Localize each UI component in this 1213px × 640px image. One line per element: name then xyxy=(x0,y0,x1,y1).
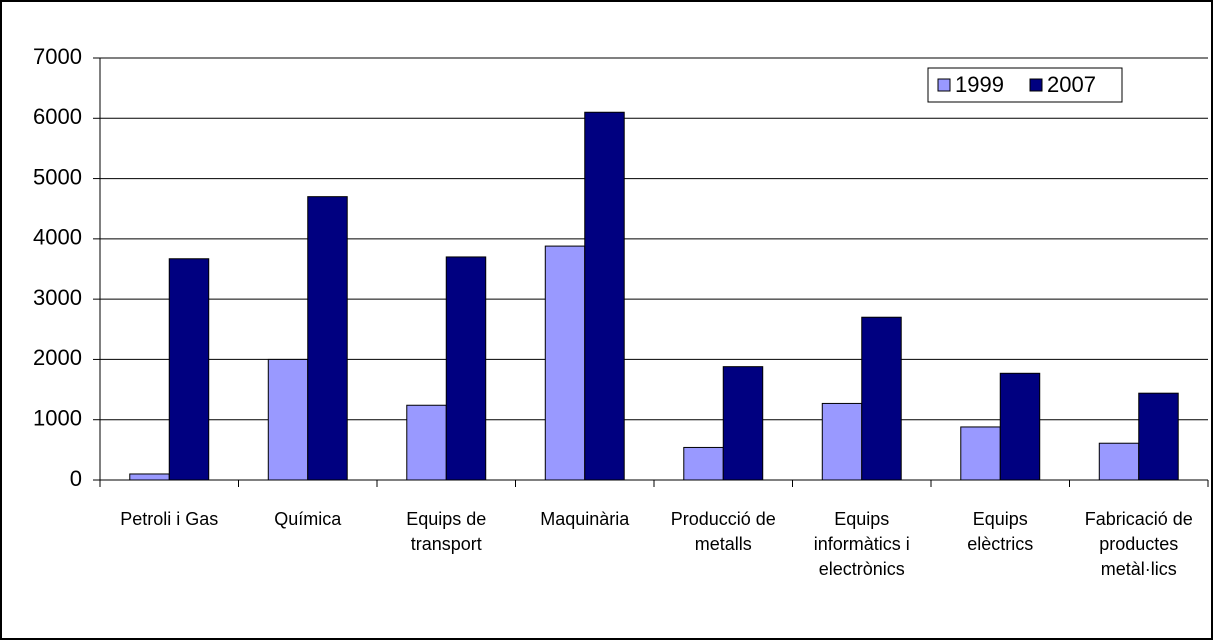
bar xyxy=(1098,442,1140,481)
y-tick-label: 7000 xyxy=(33,44,82,69)
y-tick-label: 3000 xyxy=(33,285,82,310)
legend-label: 1999 xyxy=(955,72,1004,97)
x-tick-label: Equips de transport xyxy=(406,509,487,554)
legend-box xyxy=(927,67,1123,103)
x-tick-label: Equips elèctrics xyxy=(967,509,1034,554)
bar xyxy=(267,358,309,481)
bar xyxy=(861,316,902,481)
bar xyxy=(406,404,447,481)
y-tick-label: 2000 xyxy=(33,345,82,370)
bar xyxy=(307,196,348,481)
y-tick-label: 5000 xyxy=(33,164,82,189)
bar xyxy=(999,372,1041,481)
bar xyxy=(821,402,863,481)
bar xyxy=(445,256,487,481)
y-tick-label: 1000 xyxy=(33,406,82,431)
legend-label: 2007 xyxy=(1047,72,1096,97)
x-tick-label: Equips informàtics i electrònics xyxy=(813,509,910,579)
bar xyxy=(722,366,764,481)
legend-swatch xyxy=(1029,78,1043,92)
y-tick-label: 6000 xyxy=(33,104,82,129)
y-tick-label: 0 xyxy=(70,466,82,491)
bar xyxy=(683,446,724,481)
bar xyxy=(1138,392,1179,481)
bar xyxy=(129,473,170,481)
y-tick-label: 4000 xyxy=(33,225,82,250)
x-tick-label: Petroli i Gas xyxy=(120,509,219,529)
legend-swatch xyxy=(937,78,951,92)
bar xyxy=(168,258,210,481)
x-tick-label: Química xyxy=(274,509,342,529)
bar xyxy=(584,111,625,481)
x-tick-label: Maquinària xyxy=(540,509,630,529)
x-tick-label: Fabricació de productes metàl·lics xyxy=(1084,509,1193,579)
bar xyxy=(544,245,586,481)
x-tick-label: Producció de metalls xyxy=(670,509,776,554)
bar xyxy=(960,426,1001,481)
